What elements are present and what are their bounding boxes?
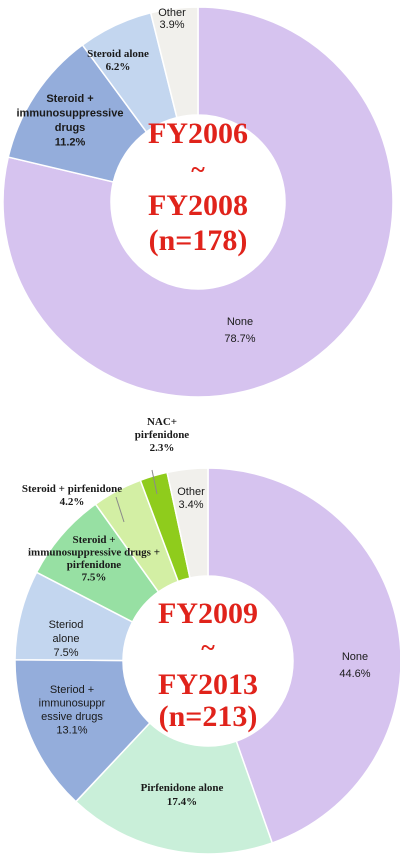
slice-label-line: 13.1% — [56, 725, 87, 737]
slice-none — [207, 467, 400, 844]
slice-label-line: Other — [158, 7, 186, 19]
slice-label-line: NAC+ — [147, 416, 177, 428]
slice-label-steroid-immuno: Steriod + immunosuppr essive drugs 13.1% — [39, 684, 106, 737]
slice-label-other: Other 3.9% — [158, 7, 186, 31]
slice-label-line: 3.4% — [178, 499, 203, 511]
slice-label-line: 4.2% — [60, 496, 85, 508]
slice-label-none: None 44.6% — [339, 651, 370, 680]
center-label-line: ~ — [191, 155, 205, 184]
slice-label-line: Steroid alone — [87, 48, 149, 60]
slice-label-line: essive drugs — [41, 711, 103, 723]
slice-label-line: alone — [53, 633, 80, 645]
center-label-line: FY2008 — [148, 189, 248, 222]
slice-label-line: 3.9% — [159, 19, 184, 31]
center-label-line: (n=213) — [159, 700, 258, 733]
slice-other — [166, 467, 209, 579]
slice-label-line: pirfenidone — [67, 559, 122, 571]
slice-label-line: immunosuppr — [39, 698, 106, 710]
slice-label-steroid-immuno-pirf: Steroid + immunosuppressive drugs + pirfen… — [28, 534, 160, 584]
slice-label-line: Steriod — [49, 619, 84, 631]
slice-label-line: None — [342, 651, 368, 663]
slice-label-line: 7.5% — [82, 572, 107, 584]
center-label-line: FY2009 — [158, 597, 258, 630]
slice-label-nac-pirf: NAC+ pirfenidone 2.3% — [135, 416, 190, 454]
slice-label-line: None — [227, 316, 253, 328]
slice-label-line: Other — [177, 486, 205, 498]
center-label-line: FY2006 — [148, 117, 248, 150]
slice-pirfenidone-alone — [74, 721, 274, 855]
slice-label-none: None 78.7% — [224, 316, 255, 345]
donut-chart-fy2009-2013: None 44.6% Pirfenidone alone 17.4% Steriod +… — [14, 416, 400, 855]
slice-label-pirfenidone-alone: Pirfenidone alone 17.4% — [141, 782, 224, 808]
center-label-line: (n=178) — [149, 224, 248, 257]
slice-label-line: Steriod + — [50, 684, 94, 696]
slice-label-line: 78.7% — [224, 333, 255, 345]
slice-label-steroid-pirf: Steroid + pirfenidone 4.2% — [22, 483, 122, 508]
donut-chart-fy2006-2008: None 78.7% Steroid + immunosuppressive drugs… — [2, 6, 394, 398]
slice-label-line: Steroid + — [46, 93, 93, 105]
slice-label-line: 2.3% — [150, 442, 175, 454]
slice-none — [2, 6, 394, 398]
leader-line-steroid-pirf — [115, 496, 125, 523]
slice-label-other: Other 3.4% — [177, 486, 205, 511]
slice-other — [149, 6, 199, 119]
leader-line-nac-pirf — [151, 469, 158, 495]
slice-label-line: 17.4% — [167, 796, 197, 808]
slice-label-line: 7.5% — [53, 647, 78, 659]
slice-label-steroid-immuno: Steroid + immunosuppressive drugs 11.2% — [17, 93, 124, 149]
center-label-line: ~ — [201, 633, 215, 662]
slice-label-line: 6.2% — [106, 61, 131, 73]
slice-label-steroid-alone: Steriod alone 7.5% — [49, 619, 84, 659]
slice-label-line: drugs — [55, 122, 86, 134]
slice-label-line: immunosuppressive — [17, 108, 124, 120]
center-label-line: FY2013 — [158, 668, 258, 701]
slice-label-steroid-alone: Steroid alone 6.2% — [87, 48, 149, 73]
slice-label-line: 44.6% — [339, 668, 370, 680]
slice-label-line: pirfenidone — [135, 429, 190, 441]
slice-label-line: immunosuppressive drugs + — [28, 547, 160, 559]
slice-label-line: Steroid + — [72, 534, 115, 546]
slice-label-line: Pirfenidone alone — [141, 782, 224, 794]
slice-label-line: 11.2% — [55, 137, 86, 149]
slice-label-line: Steroid + pirfenidone — [22, 483, 122, 495]
